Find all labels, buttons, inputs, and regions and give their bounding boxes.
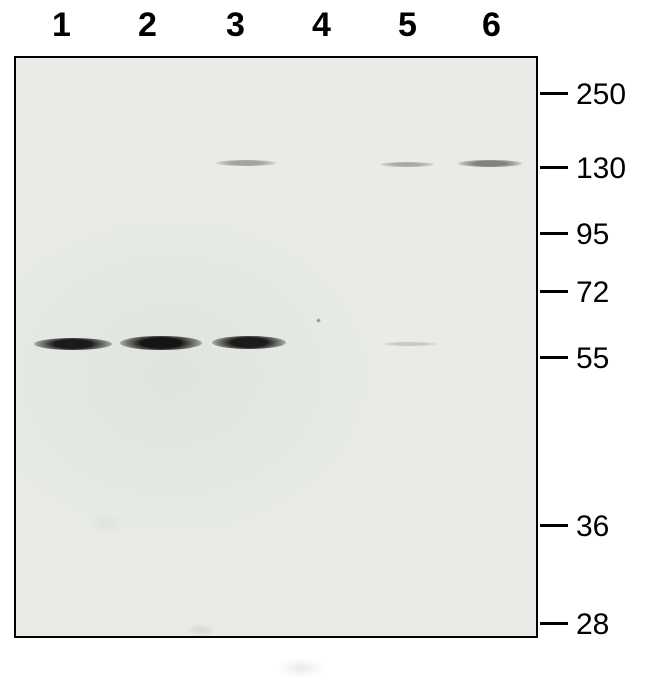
mw-label-55: 55 (576, 342, 609, 376)
mw-label-72: 72 (576, 276, 609, 310)
lane-header-4: 4 (312, 6, 331, 45)
mw-label-250: 250 (576, 78, 626, 112)
blot-band-lane-5 (382, 342, 438, 346)
mw-tick-28 (540, 622, 568, 625)
mw-label-130: 130 (576, 152, 626, 186)
mw-tick-250 (540, 92, 568, 95)
blot-smudge (186, 623, 216, 637)
blot-smudge (86, 513, 126, 533)
blot-smudge (276, 658, 326, 678)
blot-band-lane-3 (212, 336, 286, 349)
lane-header-1: 1 (52, 6, 71, 45)
mw-tick-130 (540, 166, 568, 169)
blot-band-lane-2 (120, 336, 202, 350)
blot-band-lane-5 (380, 162, 434, 167)
lane-header-5: 5 (398, 6, 417, 45)
mw-label-95: 95 (576, 218, 609, 252)
mw-tick-55 (540, 356, 568, 359)
mw-tick-36 (540, 524, 568, 527)
lane-header-3: 3 (226, 6, 245, 45)
blot-band-lane-3 (216, 160, 276, 166)
western-blot-figure: { "figure": { "type": "western-blot", "w… (0, 0, 650, 654)
blot-smudge (316, 318, 321, 323)
mw-tick-95 (540, 232, 568, 235)
lane-header-6: 6 (482, 6, 501, 45)
lane-header-2: 2 (138, 6, 157, 45)
blot-band-lane-1 (34, 338, 112, 350)
mw-label-36: 36 (576, 510, 609, 544)
mw-label-28: 28 (576, 608, 609, 642)
blot-band-lane-6 (458, 160, 522, 167)
mw-tick-72 (540, 290, 568, 293)
